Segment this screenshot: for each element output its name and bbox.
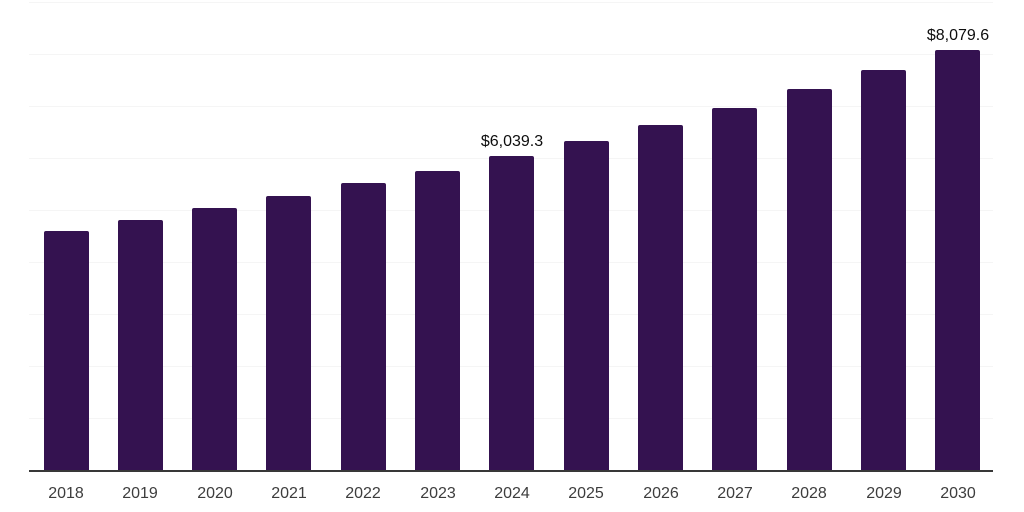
bar-2029 bbox=[861, 70, 906, 470]
gridline-7000 bbox=[29, 106, 993, 107]
x-tick-label-2019: 2019 bbox=[122, 485, 158, 502]
x-tick-label-2027: 2027 bbox=[717, 485, 753, 502]
bar-2019 bbox=[118, 220, 163, 470]
x-tick-label-2026: 2026 bbox=[643, 485, 679, 502]
x-tick-label-2030: 2030 bbox=[940, 485, 976, 502]
bar-2018 bbox=[44, 231, 89, 470]
bar-2021 bbox=[266, 196, 311, 470]
bar-2025 bbox=[564, 141, 609, 470]
bar-2028 bbox=[787, 89, 832, 470]
bar-2026 bbox=[638, 125, 683, 470]
x-tick-label-2024: 2024 bbox=[494, 485, 530, 502]
data-label-2024: $6,039.3 bbox=[480, 133, 544, 150]
gridline-9000 bbox=[29, 2, 993, 3]
x-tick-label-2025: 2025 bbox=[568, 485, 604, 502]
bar-2030 bbox=[935, 50, 980, 470]
bar-2023 bbox=[415, 171, 460, 470]
gridline-8000 bbox=[29, 54, 993, 55]
bar-2024 bbox=[489, 156, 534, 470]
x-axis-line bbox=[29, 470, 993, 472]
bar-2027 bbox=[712, 108, 757, 470]
x-tick-label-2028: 2028 bbox=[791, 485, 827, 502]
x-tick-label-2023: 2023 bbox=[420, 485, 456, 502]
x-tick-label-2018: 2018 bbox=[48, 485, 84, 502]
x-tick-label-2020: 2020 bbox=[197, 485, 233, 502]
x-tick-label-2029: 2029 bbox=[866, 485, 902, 502]
x-tick-label-2021: 2021 bbox=[271, 485, 307, 502]
x-tick-label-2022: 2022 bbox=[345, 485, 381, 502]
bar-2022 bbox=[341, 183, 386, 470]
bar-2020 bbox=[192, 208, 237, 470]
data-label-2030: $8,079.6 bbox=[926, 27, 990, 44]
